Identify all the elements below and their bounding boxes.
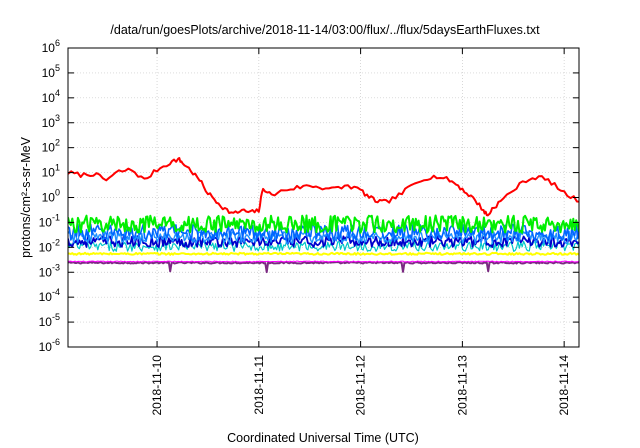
- y-tick-label: 10-3: [39, 262, 60, 279]
- series-line: [68, 260, 579, 263]
- chart-title: /data/run/goesPlots/archive/2018-11-14/0…: [110, 23, 540, 37]
- y-tick-label: 10-4: [39, 287, 60, 304]
- x-tick-label: 2018-11-11: [252, 355, 266, 415]
- series-line: [68, 214, 579, 234]
- series-line: [68, 251, 579, 256]
- y-tick-label: 105: [42, 63, 60, 80]
- series-line: [68, 157, 579, 217]
- x-axis-label: Coordinated Universal Time (UTC): [227, 431, 419, 445]
- x-tick-label: 2018-11-12: [354, 355, 368, 416]
- x-tick-label: 2018-11-14: [557, 355, 571, 416]
- y-tick-label: 10-1: [39, 212, 60, 229]
- series-line: [68, 235, 579, 248]
- x-tick-label: 2018-11-10: [150, 355, 164, 416]
- y-tick-label: 103: [42, 113, 60, 130]
- y-tick-label: 101: [42, 163, 60, 180]
- y-tick-label: 10-6: [39, 337, 60, 354]
- x-tick-label: 2018-11-13: [455, 355, 469, 416]
- series-line: [68, 240, 579, 252]
- plot-frame: [67, 47, 580, 348]
- y-tick-label: 100: [42, 188, 60, 205]
- x-axis: 2018-11-10 2018-11-11 2018-11-12 2018-11-13…: [150, 48, 571, 416]
- y-tick-label: 10-5: [39, 312, 60, 329]
- data-series: [68, 157, 579, 274]
- y-tick-label: 104: [42, 88, 60, 105]
- y-axis-label: protons/cm²-s-sr-MeV: [19, 136, 33, 258]
- y-tick-label: 102: [42, 138, 60, 155]
- series-line: [68, 261, 579, 274]
- y-tick-label: 106: [42, 38, 60, 55]
- series-line: [68, 223, 579, 241]
- y-axis: 10-6 10-5 10-4 10-3 10-2 10-1 100 101 102 103 104 1…: [39, 38, 579, 354]
- grid-lines: [68, 47, 579, 348]
- y-tick-label: 10-2: [39, 237, 60, 254]
